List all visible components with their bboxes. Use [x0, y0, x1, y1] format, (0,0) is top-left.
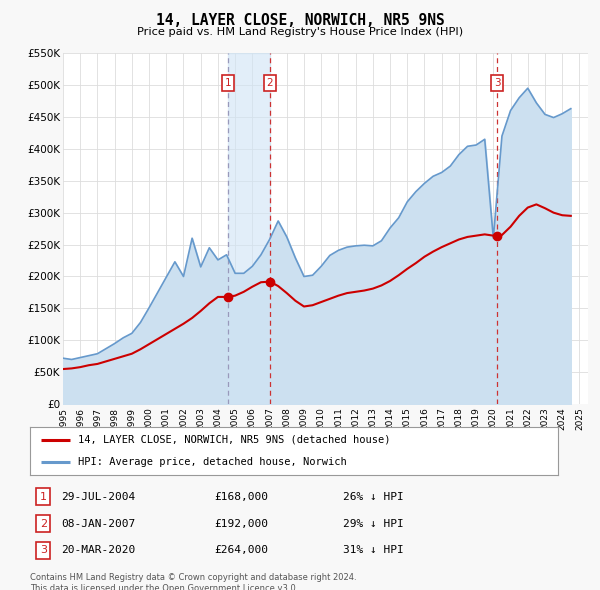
Text: £264,000: £264,000 — [214, 545, 268, 555]
Text: 26% ↓ HPI: 26% ↓ HPI — [343, 491, 404, 502]
Text: £168,000: £168,000 — [214, 491, 268, 502]
Bar — [228, 53, 270, 404]
Text: 14, LAYER CLOSE, NORWICH, NR5 9NS: 14, LAYER CLOSE, NORWICH, NR5 9NS — [155, 13, 445, 28]
Text: 20-MAR-2020: 20-MAR-2020 — [62, 545, 136, 555]
Text: 29-JUL-2004: 29-JUL-2004 — [62, 491, 136, 502]
Text: 1: 1 — [224, 78, 231, 88]
Text: 2: 2 — [266, 78, 273, 88]
Text: Price paid vs. HM Land Registry's House Price Index (HPI): Price paid vs. HM Land Registry's House … — [137, 27, 463, 37]
Text: 14, LAYER CLOSE, NORWICH, NR5 9NS (detached house): 14, LAYER CLOSE, NORWICH, NR5 9NS (detac… — [77, 435, 390, 445]
Text: 1: 1 — [40, 491, 47, 502]
Text: 29% ↓ HPI: 29% ↓ HPI — [343, 519, 404, 529]
Text: 31% ↓ HPI: 31% ↓ HPI — [343, 545, 404, 555]
Text: 08-JAN-2007: 08-JAN-2007 — [62, 519, 136, 529]
Text: Contains HM Land Registry data © Crown copyright and database right 2024.
This d: Contains HM Land Registry data © Crown c… — [30, 573, 356, 590]
Text: 3: 3 — [494, 78, 500, 88]
Text: £192,000: £192,000 — [214, 519, 268, 529]
Text: 2: 2 — [40, 519, 47, 529]
Text: HPI: Average price, detached house, Norwich: HPI: Average price, detached house, Norw… — [77, 457, 346, 467]
Text: 3: 3 — [40, 545, 47, 555]
